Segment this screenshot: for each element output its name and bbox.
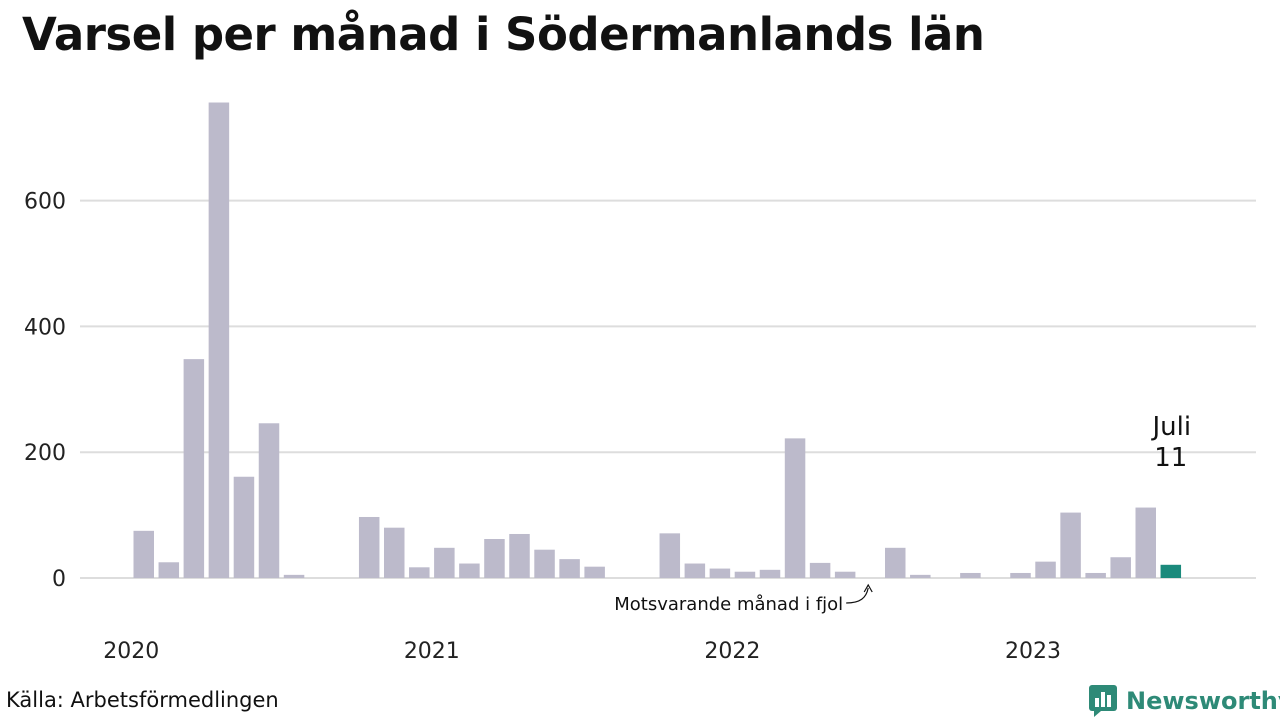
- bar: [358, 516, 380, 578]
- bar: [208, 102, 230, 578]
- brand-name: Newsworthy: [1126, 687, 1280, 715]
- y-tick-label: 0: [52, 567, 66, 592]
- newsworthy-logo: Newsworthy: [1088, 684, 1280, 718]
- x-year-label: 2022: [704, 639, 760, 664]
- bar: [584, 566, 605, 578]
- bar: [384, 527, 405, 578]
- bar: [709, 568, 731, 578]
- bar: [759, 569, 781, 578]
- x-year-label: 2020: [103, 639, 159, 664]
- bar: [283, 574, 305, 578]
- bar: [659, 533, 681, 578]
- bar: [183, 359, 205, 578]
- bar: [734, 571, 756, 578]
- bar: [484, 539, 505, 578]
- bar: [1010, 572, 1031, 578]
- bar: [509, 533, 530, 578]
- bar: [1135, 507, 1156, 578]
- bar: [885, 547, 906, 578]
- bar: [784, 438, 806, 578]
- bar: [910, 574, 931, 578]
- bar: [233, 476, 255, 578]
- annotation-arrow-line: [846, 587, 869, 604]
- x-axis-year-labels: 2020 2021 2022 2023: [103, 639, 1061, 664]
- y-tick-label: 200: [24, 441, 66, 466]
- y-axis-ticks: 0 200 400 600: [24, 190, 66, 592]
- bar: [459, 563, 480, 578]
- bar-chart-logo-icon: [1089, 685, 1117, 717]
- bar: [409, 567, 430, 578]
- x-year-label: 2023: [1005, 639, 1061, 664]
- bar: [1085, 572, 1106, 578]
- chart-title: Varsel per månad i Södermanlands län: [22, 8, 985, 61]
- bar: [1110, 557, 1131, 578]
- bar: [1060, 512, 1081, 578]
- bar: [133, 530, 154, 578]
- y-tick-label: 400: [24, 315, 66, 340]
- bar: [684, 563, 706, 578]
- bar-highlight: [1160, 564, 1182, 578]
- bar: [434, 547, 455, 578]
- source-note: Källa: Arbetsförmedlingen: [6, 688, 279, 712]
- highlight-value-label: 11: [1154, 443, 1187, 473]
- bar: [809, 562, 831, 578]
- bar: [258, 423, 280, 578]
- highlight-month-label: Juli: [1151, 412, 1192, 442]
- bars: [133, 102, 1182, 578]
- bar: [534, 549, 555, 578]
- bar: [559, 559, 580, 578]
- x-year-label: 2021: [404, 639, 460, 664]
- last-year-annotation: Motsvarande månad i fjol: [614, 594, 843, 615]
- bar: [1035, 561, 1056, 578]
- bar: [158, 562, 180, 578]
- annotation-arrow-head: [863, 583, 873, 593]
- bar: [834, 571, 856, 578]
- bar: [960, 572, 981, 578]
- y-tick-label: 600: [24, 190, 66, 215]
